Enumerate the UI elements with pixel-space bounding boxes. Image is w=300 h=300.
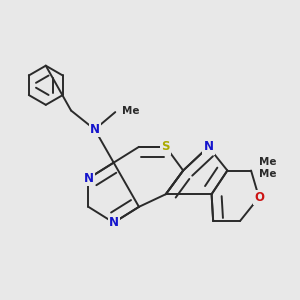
Text: N: N bbox=[109, 216, 119, 229]
Text: S: S bbox=[161, 140, 170, 153]
Text: Me: Me bbox=[122, 106, 139, 116]
Text: N: N bbox=[90, 123, 100, 136]
Text: O: O bbox=[254, 191, 264, 204]
Text: N: N bbox=[83, 172, 93, 185]
Text: Me: Me bbox=[259, 169, 276, 179]
Text: N: N bbox=[203, 140, 213, 153]
Text: Me: Me bbox=[259, 157, 276, 167]
